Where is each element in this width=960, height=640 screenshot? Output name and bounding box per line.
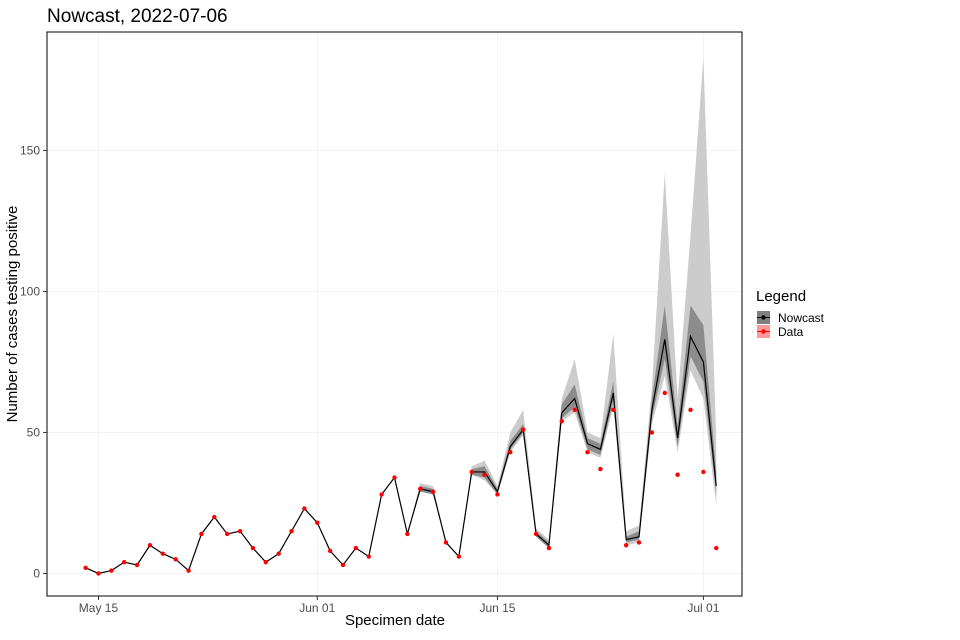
data-point <box>623 543 629 548</box>
data-point <box>379 492 384 497</box>
legend-key-nowcast-point <box>761 315 766 320</box>
data-point <box>418 486 423 492</box>
data-point <box>340 562 346 568</box>
data-point <box>353 545 359 551</box>
data-point <box>405 531 410 537</box>
nowcast-line <box>85 334 717 575</box>
data-point <box>482 472 487 477</box>
data-points <box>83 390 719 576</box>
x-tick-label: Jul 01 <box>687 601 719 615</box>
data-point <box>212 514 217 520</box>
data-point <box>508 449 513 455</box>
plot-background <box>47 32 742 596</box>
data-point <box>147 543 153 548</box>
data-point <box>533 531 539 537</box>
y-tick-label: 150 <box>20 143 40 157</box>
data-point <box>430 489 436 494</box>
legend-title: Legend <box>756 288 806 305</box>
data-point <box>199 531 204 537</box>
plot-border <box>46 31 743 597</box>
x-tick-label: May 15 <box>79 601 119 615</box>
y-tick-label: 50 <box>27 425 41 439</box>
data-point <box>675 472 680 477</box>
data-point <box>598 466 603 472</box>
data-point <box>276 551 281 556</box>
data-point <box>224 531 230 537</box>
data-point <box>572 407 577 413</box>
x-axis: May 15 Jun 01 Jun 15 Jul 01 <box>79 596 720 615</box>
data-point <box>302 506 307 511</box>
data-point <box>495 492 500 497</box>
data-point <box>109 568 114 573</box>
plot-panel <box>46 31 743 597</box>
y-tick-label: 0 <box>33 566 40 580</box>
data-point <box>315 520 320 525</box>
data-point <box>83 565 88 570</box>
data-point <box>546 545 552 551</box>
legend-label-nowcast: Nowcast <box>778 311 825 325</box>
data-point <box>289 528 294 534</box>
x-tick-label: Jun 15 <box>479 601 515 615</box>
data-point <box>662 390 667 396</box>
data-point <box>559 418 565 424</box>
data-point <box>714 545 719 551</box>
data-point <box>392 475 397 480</box>
nowcast-line-layer <box>85 334 717 575</box>
data-point <box>636 540 642 545</box>
data-point <box>521 427 526 432</box>
x-axis-title: Specimen date <box>345 612 445 629</box>
y-axis: 0 50 100 150 <box>20 143 47 580</box>
data-point <box>688 407 693 413</box>
chart-title: Nowcast, 2022-07-06 <box>47 6 228 27</box>
data-point <box>186 568 191 573</box>
data-point <box>237 528 243 534</box>
data-point <box>469 469 474 475</box>
data-point <box>611 407 616 413</box>
x-tick-label: Jun 01 <box>299 601 335 615</box>
grid-lines <box>47 32 742 596</box>
data-point <box>366 554 371 559</box>
data-point <box>250 545 256 551</box>
data-point <box>443 540 449 545</box>
data-point <box>456 554 462 559</box>
legend-entry-nowcast: Nowcast <box>757 311 825 325</box>
legend: Legend Nowcast Data <box>756 288 825 339</box>
legend-entry-data: Data <box>757 325 804 339</box>
y-tick-label: 100 <box>20 284 40 298</box>
data-point <box>96 571 101 576</box>
inner-interval-band <box>85 305 717 574</box>
data-point <box>122 559 127 565</box>
data-point <box>263 559 268 565</box>
data-point <box>327 548 333 554</box>
y-axis-title: Number of cases testing positive <box>4 206 21 423</box>
data-point <box>160 551 166 556</box>
data-point <box>649 430 655 435</box>
data-point <box>134 562 140 568</box>
data-point <box>173 557 178 562</box>
data-point <box>585 449 590 455</box>
data-point <box>701 469 706 475</box>
legend-key-data-point <box>761 329 766 334</box>
legend-label-data: Data <box>778 325 804 339</box>
